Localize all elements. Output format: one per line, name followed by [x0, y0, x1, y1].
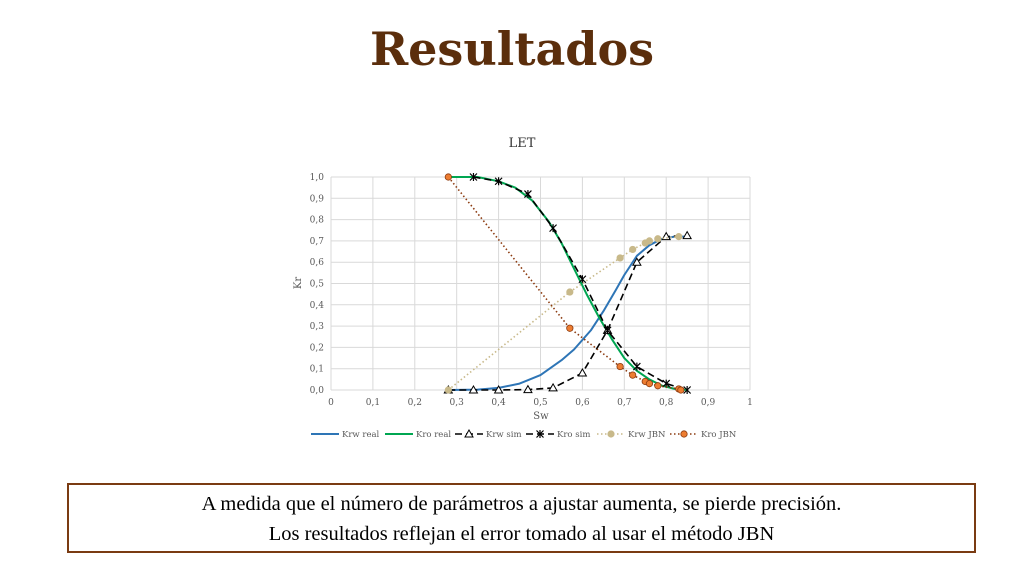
series-line: [447, 235, 679, 391]
data-point: [682, 230, 693, 240]
data-point: [654, 235, 662, 243]
series-line: [448, 235, 688, 391]
legend-item: Kro sim: [526, 430, 590, 440]
data-point: [548, 382, 558, 392]
x-tick-label: 0,9: [701, 398, 716, 408]
y-tick-label: 0,4: [310, 301, 325, 311]
data-point: [549, 224, 557, 233]
data-point: [675, 233, 683, 241]
conclusion-line-2: Los resultados reflejan el error tomado …: [268, 523, 775, 545]
legend-item: Krw JBN: [597, 430, 666, 440]
conclusion-box: A medida que el número de parámetros a a…: [67, 483, 976, 553]
x-tick-label: 0,7: [617, 398, 632, 408]
data-point: [468, 384, 479, 394]
data-point: [632, 362, 641, 371]
legend-marker: [464, 428, 474, 438]
conclusion-line-1: A medida que el número de parámetros a a…: [201, 493, 842, 515]
data-point: [524, 190, 532, 199]
y-tick-label: 0,2: [310, 343, 324, 353]
data-point: [494, 177, 503, 186]
y-tick-label: 1,0: [310, 173, 325, 183]
y-tick-label: 0,7: [310, 237, 325, 247]
legend-label: Krw sim: [486, 430, 522, 440]
y-tick-label: 0,5: [310, 280, 325, 290]
legend-item: Kro JBN: [670, 430, 737, 440]
legend-item: Kro real: [385, 430, 451, 440]
y-tick-label: 0,8: [310, 216, 325, 226]
data-point: [661, 231, 672, 241]
legend-label: Krw real: [342, 430, 380, 440]
data-point: [603, 326, 612, 335]
data-point: [632, 257, 642, 266]
series-lines: [443, 173, 693, 394]
legend-label: Kro JBN: [701, 430, 737, 440]
legend-item: Krw real: [311, 430, 380, 440]
legend-label: Kro real: [416, 430, 451, 440]
legend-marker: [536, 430, 544, 438]
chart-legend: Krw real Kro real Krw sim Kro sim Krw JBN Kro…: [311, 428, 737, 440]
data-point: [523, 384, 533, 394]
data-point: [616, 362, 624, 371]
data-point: [566, 324, 574, 332]
data-point: [645, 237, 654, 245]
x-tick-label: 0,8: [659, 398, 674, 408]
legend-marker: [680, 430, 688, 438]
y-tick-label: 0,3: [310, 322, 325, 332]
legend-item: Krw sim: [455, 428, 522, 440]
x-tick-label: 0,4: [491, 398, 506, 408]
x-axis-label: Sw: [533, 411, 549, 422]
legend-marker: [607, 430, 615, 438]
data-point: [578, 275, 587, 284]
x-tick-label: 0,3: [450, 398, 465, 408]
series-3: [469, 173, 692, 394]
series-4: [444, 233, 683, 394]
y-tick-label: 0,1: [310, 365, 324, 375]
data-point: [566, 288, 574, 296]
series-0: [448, 235, 688, 391]
legend-label: Kro sim: [557, 430, 590, 440]
data-point: [444, 173, 452, 181]
chart-title: LET: [509, 136, 536, 151]
data-point: [469, 173, 478, 181]
y-tick-label: 0,9: [310, 194, 325, 204]
data-point: [629, 371, 637, 379]
data-point: [683, 386, 692, 394]
tick-labels: 0,0 0,1 0,2 0,3 0,4 0,5 0,6 0,7 0,8 0,9 1,0 0 0,1 0,2…: [310, 173, 753, 408]
x-tick-label: 0,6: [575, 398, 590, 408]
x-tick-label: 0,1: [366, 398, 380, 408]
x-tick-label: 0,5: [533, 398, 548, 408]
data-point: [645, 380, 654, 388]
y-axis-label: Kr: [293, 277, 304, 289]
legend-label: Krw JBN: [628, 430, 666, 440]
x-tick-label: 0,2: [408, 398, 422, 408]
x-tick-label: 1: [747, 398, 753, 408]
x-tick-label: 0: [328, 398, 334, 408]
data-point: [577, 367, 588, 377]
data-point: [677, 386, 685, 394]
series-5: [444, 173, 685, 394]
data-point: [444, 386, 452, 394]
y-tick-label: 0,6: [310, 258, 325, 268]
y-tick-label: 0,0: [310, 386, 325, 396]
series-line: [448, 234, 688, 391]
data-point: [654, 382, 662, 390]
data-point: [616, 254, 624, 262]
data-point: [629, 245, 637, 254]
chart-grid: [330, 176, 751, 391]
data-point: [493, 384, 504, 394]
slide-title: Resultados: [369, 22, 655, 76]
